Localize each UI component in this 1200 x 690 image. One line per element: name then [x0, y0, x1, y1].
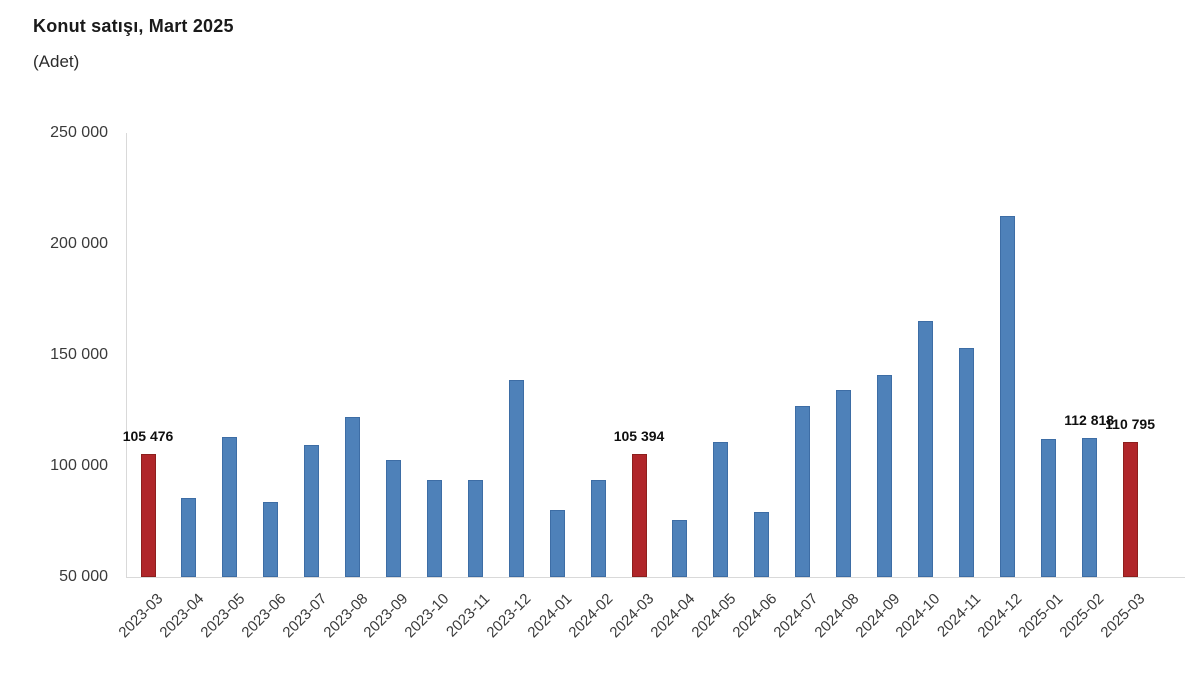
bar[interactable] [877, 375, 892, 577]
bar[interactable] [468, 480, 483, 577]
chart-title: Konut satışı, Mart 2025 [33, 16, 234, 36]
y-axis-line [126, 133, 127, 577]
x-tick-label: 2024-08 [810, 590, 862, 642]
x-tick-label: 2024-12 [974, 590, 1026, 642]
x-tick-label: 2024-04 [647, 590, 699, 642]
x-tick-label: 2024-01 [524, 590, 576, 642]
y-tick-label: 200 000 [50, 235, 108, 252]
chart-unit-subtitle: (Adet) [33, 52, 80, 71]
x-tick-label: 2025-03 [1097, 590, 1149, 642]
bar-highlighted[interactable] [141, 454, 156, 577]
bar[interactable] [550, 510, 565, 577]
bar[interactable] [754, 512, 769, 577]
x-tick-label: 2023-07 [279, 590, 331, 642]
x-tick-label: 2023-12 [483, 590, 535, 642]
bar[interactable] [713, 442, 728, 577]
bar[interactable] [345, 417, 360, 577]
bar[interactable] [591, 480, 606, 577]
y-tick-label: 250 000 [50, 124, 108, 141]
bar[interactable] [959, 348, 974, 577]
bar[interactable] [672, 520, 687, 577]
y-tick-label: 50 000 [59, 568, 108, 585]
x-tick-label: 2025-02 [1056, 590, 1108, 642]
x-tick-label: 2024-07 [770, 590, 822, 642]
bar[interactable] [1041, 439, 1056, 577]
x-tick-label: 2023-08 [319, 590, 371, 642]
x-tick-label: 2023-03 [115, 590, 167, 642]
bar[interactable] [427, 480, 442, 577]
bar-highlighted[interactable] [632, 454, 647, 577]
x-tick-label: 2023-09 [360, 590, 412, 642]
bar-highlighted[interactable] [1123, 442, 1138, 577]
bar[interactable] [263, 502, 278, 577]
x-tick-label: 2024-05 [688, 590, 740, 642]
x-tick-label: 2025-01 [1015, 590, 1067, 642]
y-tick-label: 100 000 [50, 457, 108, 474]
bar-value-label: 105 394 [613, 428, 665, 445]
bar[interactable] [1000, 216, 1015, 577]
x-tick-label: 2024-09 [851, 590, 903, 642]
bar-value-label: 105 476 [122, 427, 174, 444]
x-axis-line [126, 577, 1185, 578]
bar[interactable] [509, 380, 524, 577]
bar[interactable] [222, 437, 237, 577]
x-tick-label: 2023-05 [197, 590, 249, 642]
x-tick-label: 2024-06 [729, 590, 781, 642]
bar[interactable] [304, 445, 319, 577]
bar[interactable] [181, 498, 196, 577]
x-tick-label: 2024-03 [606, 590, 658, 642]
bar[interactable] [386, 460, 401, 577]
x-tick-label: 2023-04 [156, 590, 208, 642]
x-tick-label: 2024-10 [892, 590, 944, 642]
bar-value-label: 110 795 [1105, 416, 1155, 433]
bar[interactable] [1082, 438, 1097, 577]
x-tick-label: 2023-10 [401, 590, 453, 642]
bar[interactable] [795, 406, 810, 577]
bar-value-label: 112 818 [1064, 411, 1115, 428]
bar[interactable] [918, 321, 933, 577]
x-tick-label: 2023-06 [238, 590, 290, 642]
y-tick-label: 150 000 [50, 346, 108, 363]
bar[interactable] [836, 390, 851, 577]
x-tick-label: 2024-02 [565, 590, 617, 642]
